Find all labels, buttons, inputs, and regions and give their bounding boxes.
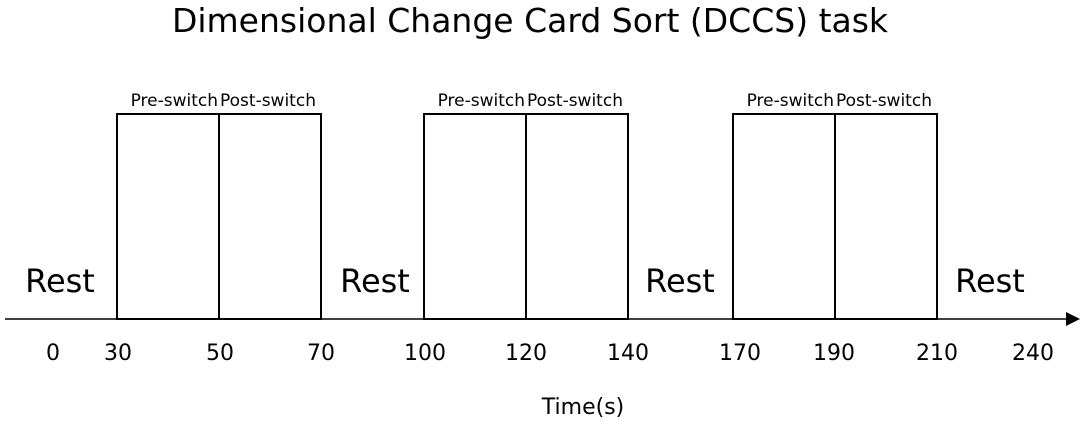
pre-switch-block bbox=[423, 113, 527, 320]
post-switch-label: Post-switch bbox=[836, 91, 932, 111]
post-switch-block bbox=[834, 113, 938, 320]
post-switch-label: Post-switch bbox=[220, 91, 316, 111]
rest-label: Rest bbox=[340, 262, 410, 300]
tick-label: 70 bbox=[307, 341, 335, 366]
tick-label: 50 bbox=[206, 341, 234, 366]
rest-label: Rest bbox=[645, 262, 715, 300]
axis-arrow bbox=[1066, 312, 1080, 326]
post-switch-label: Post-switch bbox=[527, 91, 623, 111]
tick-label: 30 bbox=[104, 341, 132, 366]
tick-label: 210 bbox=[916, 341, 958, 366]
rest-label: Rest bbox=[955, 262, 1025, 300]
pre-switch-block bbox=[116, 113, 220, 320]
tick-label: 170 bbox=[719, 341, 761, 366]
axis-label: Time(s) bbox=[541, 395, 624, 420]
pre-switch-label: Pre-switch bbox=[131, 91, 218, 111]
pre-switch-block bbox=[732, 113, 836, 320]
tick-label: 100 bbox=[404, 341, 446, 366]
title: Dimensional Change Card Sort (DCCS) task bbox=[172, 1, 889, 40]
tick-label: 140 bbox=[607, 341, 649, 366]
tick-label: 190 bbox=[813, 341, 855, 366]
pre-switch-label: Pre-switch bbox=[438, 91, 525, 111]
tick-label: 120 bbox=[505, 341, 547, 366]
pre-switch-label: Pre-switch bbox=[747, 91, 834, 111]
rest-label: Rest bbox=[25, 262, 95, 300]
post-switch-block bbox=[525, 113, 629, 320]
post-switch-block bbox=[218, 113, 322, 320]
tick-label: 0 bbox=[46, 341, 60, 366]
tick-label: 240 bbox=[1012, 341, 1054, 366]
